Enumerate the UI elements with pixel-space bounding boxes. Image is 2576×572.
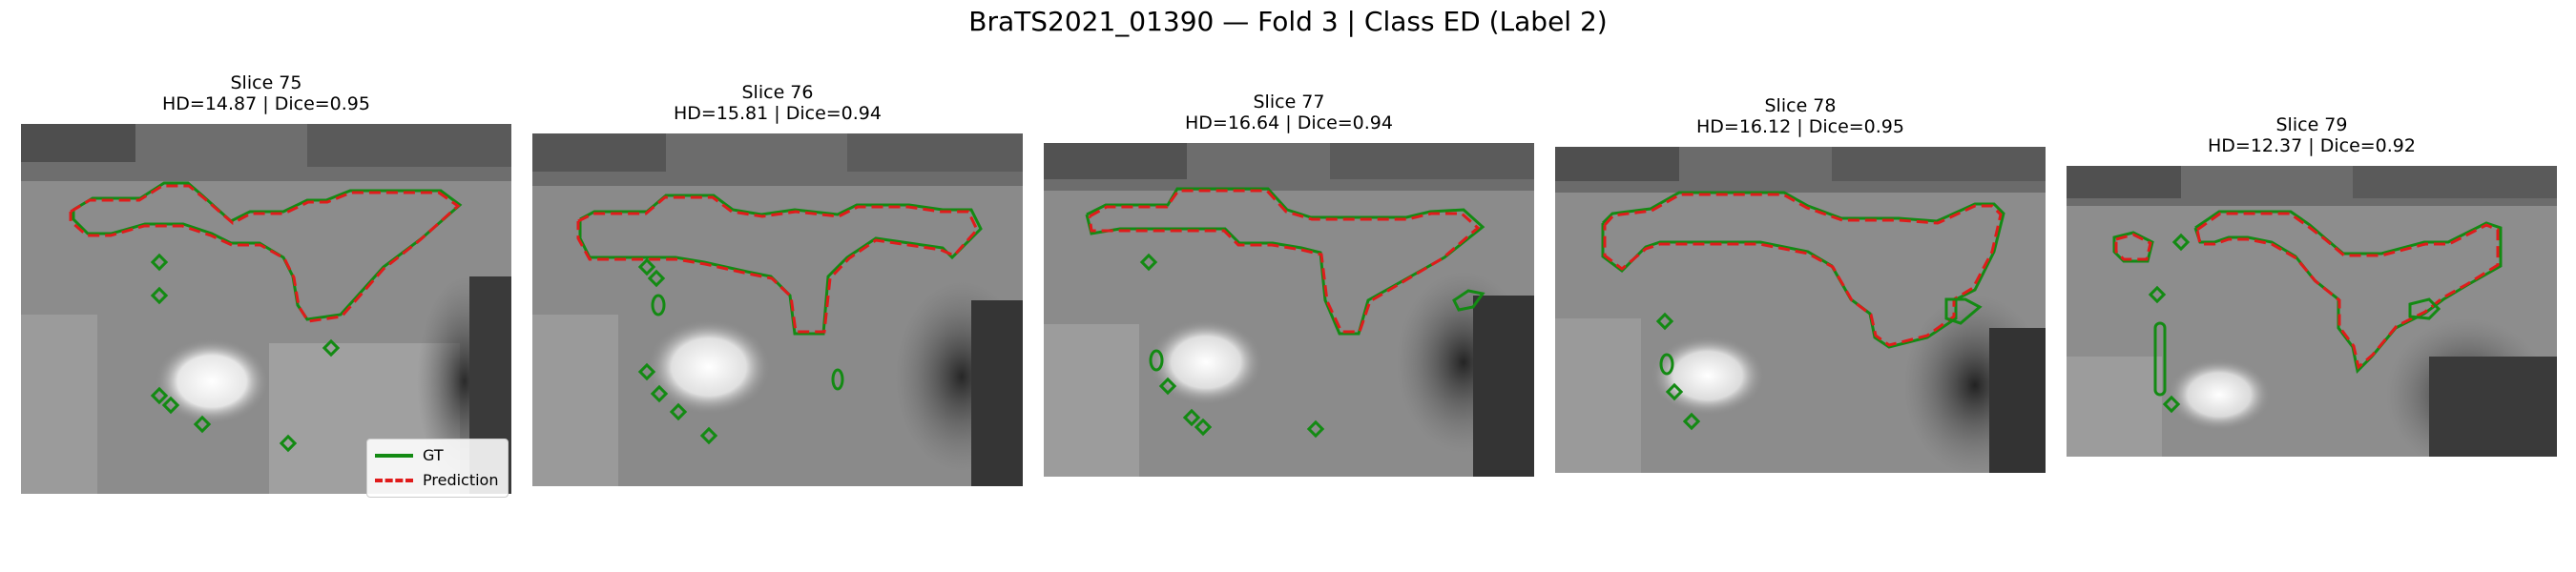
panel-title: Slice 77 HD=16.64 | Dice=0.94 [1044,92,1534,133]
mri-slice-image [1555,147,2046,473]
slice-label: Slice 79 [2275,114,2348,135]
metrics-label: HD=14.87 | Dice=0.95 [162,93,370,114]
metrics-label: HD=16.12 | Dice=0.95 [1696,116,1904,137]
prediction-line-swatch [375,479,413,482]
mri-slice-image [1044,143,1534,477]
slice-label: Slice 78 [1764,95,1837,116]
slice-label: Slice 76 [741,82,814,103]
panel-title: Slice 75 HD=14.87 | Dice=0.95 [21,72,511,114]
metrics-label: HD=12.37 | Dice=0.92 [2208,135,2416,156]
legend: GT Prediction [366,439,509,498]
mri-slice-image [2067,166,2557,457]
panel-title: Slice 79 HD=12.37 | Dice=0.92 [2067,114,2557,156]
mri-slice-image [21,124,511,494]
metrics-label: HD=15.81 | Dice=0.94 [674,103,882,124]
metrics-label: HD=16.64 | Dice=0.94 [1185,112,1393,133]
slice-label: Slice 75 [230,72,302,93]
legend-entry-gt: GT [375,443,498,468]
legend-prediction-label: Prediction [423,471,499,489]
mri-slice-image [532,133,1023,486]
slice-label: Slice 77 [1253,92,1325,112]
figure-title: BraTS2021_01390 — Fold 3 | Class ED (Lab… [968,6,1608,37]
gt-line-swatch [375,454,413,458]
legend-gt-label: GT [423,446,444,464]
panel-title: Slice 76 HD=15.81 | Dice=0.94 [532,82,1023,124]
panel-title: Slice 78 HD=16.12 | Dice=0.95 [1555,95,2046,137]
legend-entry-prediction: Prediction [375,468,498,493]
